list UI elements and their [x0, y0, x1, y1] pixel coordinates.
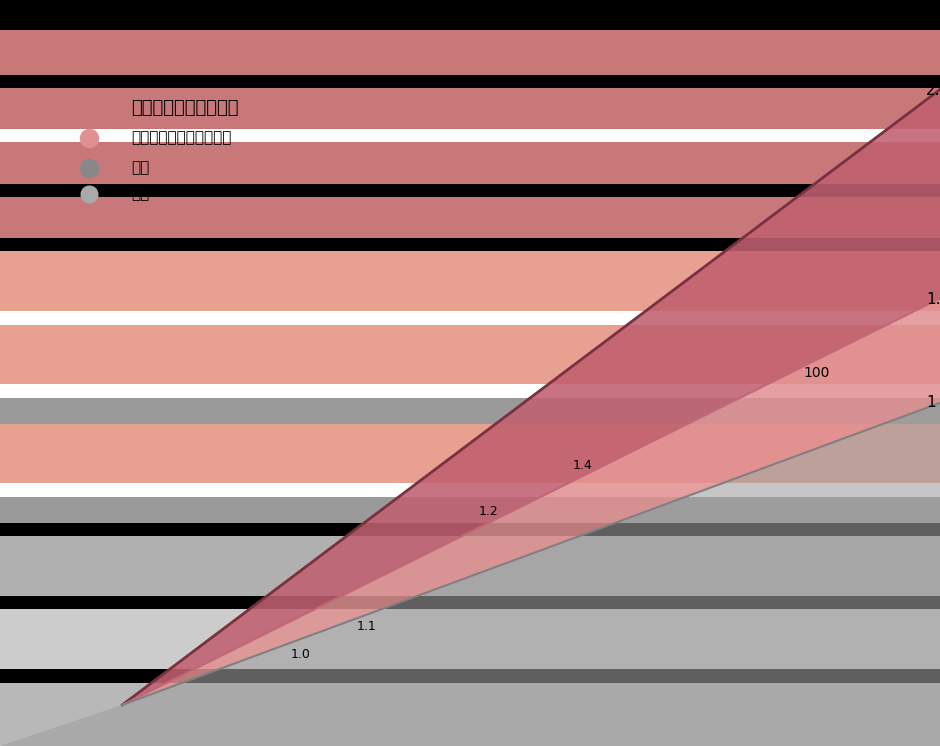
Text: 介護・医療需要予測指数: 介護・医療需要予測指数	[132, 131, 232, 145]
Bar	[0, 129, 940, 142]
Bar	[0, 384, 940, 398]
Bar	[0, 251, 940, 311]
Bar	[0, 536, 940, 596]
Text: 医療介護需要予測指数: 医療介護需要予測指数	[132, 99, 239, 117]
Polygon shape	[0, 403, 940, 746]
Bar	[0, 75, 940, 88]
Bar	[0, 497, 940, 523]
Bar	[0, 184, 940, 197]
Bar	[0, 88, 940, 129]
Text: 100: 100	[804, 366, 830, 380]
Polygon shape	[122, 298, 940, 705]
Bar	[0, 523, 940, 536]
Bar	[0, 596, 940, 609]
Bar	[0, 669, 940, 683]
Text: 2.7倍: 2.7倍	[926, 82, 940, 97]
Bar	[0, 609, 940, 669]
Bar	[0, 197, 940, 238]
Bar	[0, 142, 940, 184]
Bar	[0, 483, 940, 497]
Text: 1.4: 1.4	[572, 459, 593, 471]
Bar	[0, 0, 940, 30]
Bar	[0, 683, 940, 746]
Text: 1.67倍: 1.67倍	[926, 291, 940, 306]
Bar	[0, 424, 940, 483]
Text: 介護: 介護	[132, 186, 149, 201]
Text: 1.2: 1.2	[478, 505, 499, 518]
Text: 需要: 需要	[132, 160, 149, 175]
Text: 1.0: 1.0	[290, 648, 311, 661]
Text: 1: 1	[926, 395, 935, 410]
Bar	[0, 398, 940, 424]
Polygon shape	[122, 90, 940, 705]
Bar	[0, 325, 940, 384]
Bar	[0, 30, 940, 75]
Bar	[0, 311, 940, 325]
Bar	[0, 238, 940, 251]
Text: 1.1: 1.1	[356, 620, 377, 633]
